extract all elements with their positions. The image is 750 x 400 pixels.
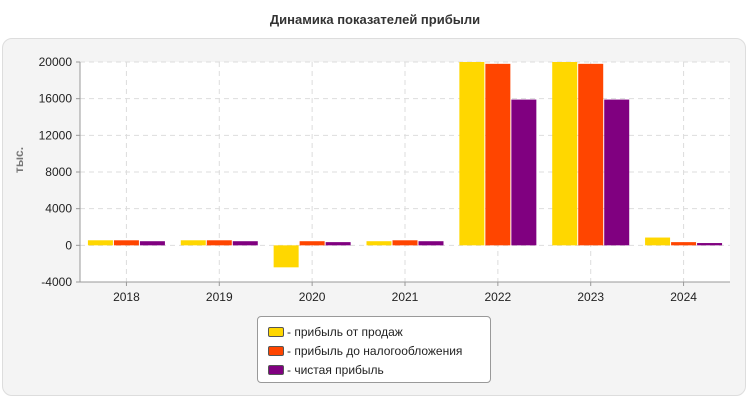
bar-pretax-profit-2020 — [299, 241, 325, 246]
bar-net-profit-2020 — [325, 242, 351, 246]
legend-label-sales-profit: - прибыль от продаж — [287, 324, 403, 339]
bar-pretax-profit-2023 — [578, 63, 604, 246]
x-tick-label: 2022 — [485, 290, 512, 304]
bar-sales-profit-2019 — [180, 240, 206, 246]
legend-item-sales-profit: - прибыль от продаж — [268, 322, 490, 341]
y-tick-label: 20000 — [39, 55, 73, 69]
legend-item-net-profit: - чистая прибыль — [268, 360, 490, 379]
legend-item-pretax-profit: - прибыль до налогообложения — [268, 341, 490, 360]
bar-pretax-profit-2022 — [485, 63, 511, 246]
bar-sales-profit-2020 — [273, 245, 299, 268]
x-tick-label: 2020 — [299, 290, 326, 304]
y-tick-label: 0 — [65, 238, 72, 252]
bar-sales-profit-2023 — [552, 62, 578, 246]
y-axis-label: тыс. — [12, 147, 26, 173]
x-tick-label: 2023 — [577, 290, 604, 304]
bar-net-profit-2022 — [511, 99, 537, 246]
x-tick-label: 2019 — [206, 290, 233, 304]
legend-label-net-profit: - чистая прибыль — [287, 362, 384, 377]
bar-pretax-profit-2024 — [671, 242, 697, 246]
bar-net-profit-2023 — [604, 99, 630, 246]
x-tick-label: 2018 — [113, 290, 140, 304]
bar-series — [87, 62, 723, 268]
bar-sales-profit-2018 — [87, 240, 113, 246]
bar-net-profit-2021 — [418, 241, 444, 246]
bar-pretax-profit-2018 — [113, 240, 139, 246]
legend: - прибыль от продаж - прибыль до налогоо… — [257, 316, 491, 383]
y-tick-label: 16000 — [39, 92, 73, 106]
bar-net-profit-2018 — [139, 241, 165, 246]
bar-sales-profit-2021 — [366, 241, 392, 246]
legend-label-pretax-profit: - прибыль до налогообложения — [287, 343, 463, 358]
legend-swatch-net-profit — [268, 364, 284, 375]
bar-sales-profit-2022 — [459, 62, 485, 246]
y-tick-label: 8000 — [45, 165, 72, 179]
legend-swatch-sales-profit — [268, 326, 284, 337]
chart-title: Динамика показателей прибыли — [269, 12, 481, 27]
bar-net-profit-2019 — [232, 241, 258, 246]
bar-pretax-profit-2021 — [392, 240, 418, 246]
y-tick-label: 4000 — [45, 202, 72, 216]
bar-net-profit-2024 — [697, 243, 723, 246]
bar-pretax-profit-2019 — [206, 240, 232, 246]
y-tick-label: -4000 — [41, 275, 72, 289]
x-tick-label: 2024 — [670, 290, 697, 304]
axes: -4000 0 4000 8000 12000 16000 20000 2018 2019 202… — [39, 55, 730, 304]
x-tick-label: 2021 — [392, 290, 419, 304]
bar-sales-profit-2024 — [645, 237, 671, 246]
legend-swatch-pretax-profit — [268, 345, 284, 356]
y-tick-label: 12000 — [39, 128, 73, 142]
